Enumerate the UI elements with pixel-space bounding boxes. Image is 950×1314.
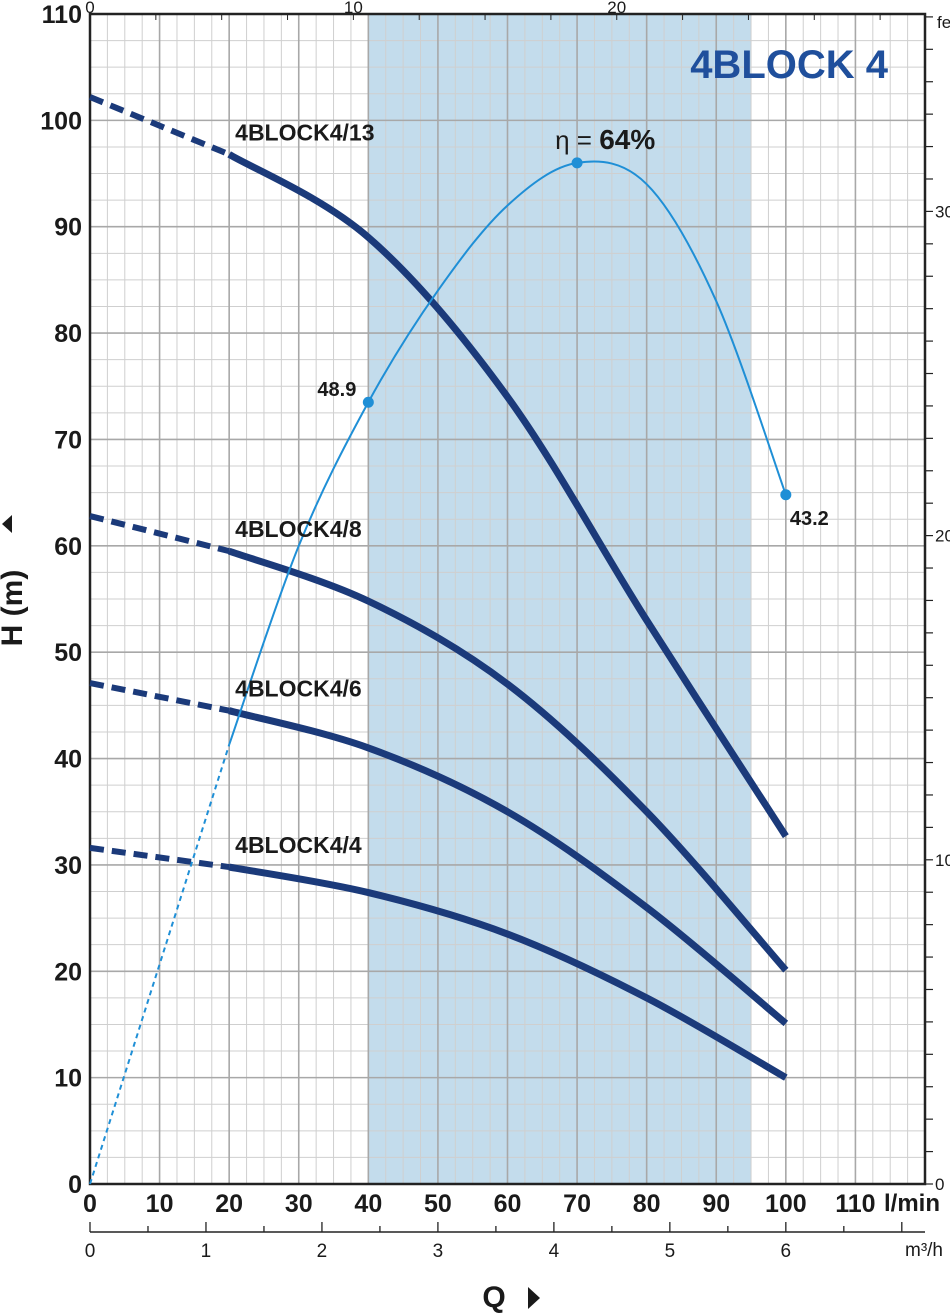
x-axis-title: Q [482, 1281, 505, 1314]
y-tick-label: 10 [54, 1065, 82, 1093]
x-tick-label: 60 [494, 1190, 522, 1218]
feet-tick-label: 20 [935, 527, 950, 546]
pump-curve [227, 151, 789, 839]
efficiency-equals: = [577, 125, 599, 155]
m3h-tick-label: 6 [781, 1241, 792, 1262]
m3h-tick-label: 1 [201, 1241, 212, 1262]
chart-title: 4BLOCK 4 [690, 43, 889, 87]
x-tick-labels: 0 10 20 30 40 50 60 70 80 90 100 110 [83, 1190, 876, 1218]
x-tick-label: 50 [424, 1190, 452, 1218]
efficiency-point [571, 157, 583, 169]
top-tick-label: 10 [344, 0, 363, 17]
y-axis-title-text: H (m) [0, 570, 29, 647]
x-tick-label: 80 [633, 1190, 661, 1218]
y-tick-label: 60 [54, 533, 82, 561]
m3h-tick-label: 5 [665, 1241, 676, 1262]
x-tick-label: 0 [83, 1190, 97, 1218]
m3h-tick-label: 4 [549, 1241, 560, 1262]
pump-curve-dashed-segment [88, 94, 231, 158]
y-tick-label: 90 [54, 214, 82, 242]
x-tick-label: 90 [702, 1190, 730, 1218]
x-tick-label: 70 [563, 1190, 591, 1218]
efficiency-point-label: 43.2 [790, 508, 829, 530]
x-tick-label: 10 [146, 1190, 174, 1218]
pump-curve-dashed-segment [89, 513, 230, 555]
efficiency-line [228, 160, 787, 746]
feet-axis: 0 10 20 30 [924, 14, 950, 1194]
y-tick-label: 50 [54, 639, 82, 667]
pump-curve [227, 547, 789, 973]
x-axis-arrow-icon [528, 1287, 540, 1309]
x-tick-label: 20 [215, 1190, 243, 1218]
feet-tick-label: 30 [935, 202, 950, 221]
m3h-axis: 0 1 2 3 4 5 6 [85, 1222, 925, 1262]
efficiency-symbol: η [555, 125, 577, 155]
pump-curve [228, 707, 789, 1027]
curve-label: 4BLOCK4/8 [235, 516, 362, 542]
pump-curve-dashed-segment [89, 844, 230, 871]
m3h-tick-label: 0 [85, 1241, 96, 1262]
x-tick-label: 30 [285, 1190, 313, 1218]
pump-curve-dashed-segment [89, 680, 230, 714]
y-tick-label: 70 [54, 426, 82, 454]
feet-unit-label: feet [937, 13, 950, 32]
curve-labels: 4BLOCK4/13 4BLOCK4/8 4BLOCK4/6 4BLOCK4/4 [235, 119, 374, 858]
y-axis-arrow-icon [2, 515, 12, 533]
m3h-tick-label: 2 [317, 1241, 328, 1262]
x-tick-label: 100 [765, 1190, 807, 1218]
x-unit-label: l/min [884, 1190, 940, 1217]
top-tick-label: 20 [607, 0, 626, 17]
y-axis-title: H (m) [0, 515, 29, 646]
y-tick-label: 110 [42, 1, 82, 29]
feet-tick-label: 0 [935, 1175, 944, 1194]
efficiency-point [780, 489, 792, 501]
y-tick-label: 100 [40, 107, 82, 135]
m3h-unit-label: m³/h [905, 1240, 943, 1261]
y-tick-labels: 0 10 20 30 40 50 60 70 80 90 100 110 [40, 1, 82, 1199]
m3h-tick-label: 3 [433, 1241, 444, 1262]
curve-label: 4BLOCK4/4 [235, 832, 362, 858]
efficiency-curve: 48.9 43.2 η = 64% [89, 124, 829, 1185]
y-tick-label: 40 [54, 746, 82, 774]
pump-curves [88, 94, 789, 1081]
efficiency-point-label: 48.9 [317, 379, 356, 401]
y-tick-label: 30 [54, 852, 82, 880]
y-tick-label: 20 [54, 958, 82, 986]
x-tick-label: 40 [354, 1190, 382, 1218]
curve-label: 4BLOCK4/6 [235, 676, 362, 702]
efficiency-point [362, 396, 374, 408]
curve-label: 4BLOCK4/13 [235, 119, 374, 145]
feet-tick-label: 10 [935, 851, 950, 870]
efficiency-dashed-segment [89, 744, 231, 1185]
pump-curve [228, 863, 788, 1081]
y-tick-label: 80 [54, 320, 82, 348]
top-tick-label: 0 [85, 0, 94, 17]
top-axis: 0 10 20 [85, 0, 881, 20]
efficiency-peak-value: 64% [599, 124, 655, 155]
y-tick-label: 0 [68, 1171, 82, 1199]
efficiency-peak-label: η = 64% [555, 124, 655, 155]
x-tick-label: 110 [835, 1190, 875, 1218]
